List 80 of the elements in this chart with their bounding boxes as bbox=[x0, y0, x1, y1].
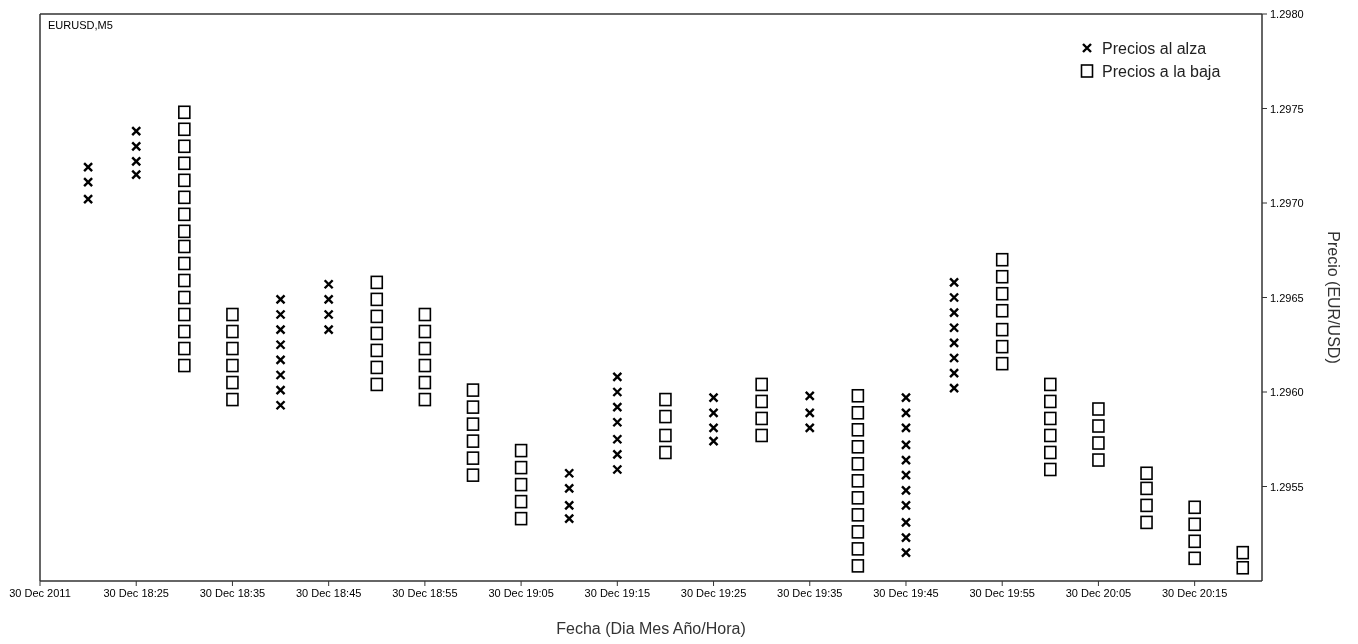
y-tick-label: 1.2980 bbox=[1270, 8, 1304, 20]
point bbox=[612, 464, 623, 475]
point bbox=[275, 400, 286, 411]
point bbox=[131, 141, 142, 152]
x-tick-label: 30 Dec 20:15 bbox=[1161, 587, 1228, 599]
point bbox=[948, 367, 960, 379]
x-tick-label: 30 Dec 19:05 bbox=[488, 587, 554, 599]
point bbox=[948, 277, 960, 288]
point bbox=[900, 547, 912, 558]
point bbox=[948, 352, 960, 364]
point bbox=[612, 449, 623, 460]
y-tick-label: 1.2955 bbox=[1270, 480, 1304, 493]
x-tick-label: 30 Dec 20:05 bbox=[1065, 587, 1132, 599]
point bbox=[82, 161, 94, 173]
point bbox=[948, 337, 960, 349]
point bbox=[564, 500, 575, 511]
x-tick-label: 30 Dec 2011 bbox=[9, 587, 71, 599]
legend-label: Precios a la baja bbox=[1102, 63, 1221, 80]
point bbox=[900, 517, 912, 528]
point bbox=[708, 435, 719, 447]
point bbox=[131, 169, 142, 180]
point bbox=[708, 392, 719, 403]
point bbox=[612, 401, 623, 413]
point bbox=[275, 324, 286, 335]
point bbox=[564, 483, 575, 494]
point bbox=[82, 194, 94, 205]
point bbox=[900, 532, 912, 543]
x-tick-label: 30 Dec 19:55 bbox=[969, 587, 1035, 599]
x-tick-label: 30 Dec 19:15 bbox=[584, 587, 651, 599]
point bbox=[323, 294, 334, 305]
y-tick-label: 1.2975 bbox=[1270, 102, 1304, 115]
point bbox=[275, 354, 286, 366]
x-tick-label: 30 Dec 19:25 bbox=[680, 587, 747, 599]
point bbox=[708, 407, 719, 418]
point bbox=[708, 422, 719, 434]
point bbox=[323, 309, 334, 320]
point bbox=[612, 434, 623, 445]
point bbox=[900, 422, 912, 434]
x-tick-label: 30 Dec 18:35 bbox=[199, 587, 266, 599]
point bbox=[900, 454, 912, 466]
point bbox=[564, 513, 575, 524]
point bbox=[275, 309, 286, 320]
point bbox=[612, 386, 623, 398]
x-tick-label: 30 Dec 18:55 bbox=[392, 587, 458, 599]
x-axis-title: Fecha (Dia Mes Año/Hora) bbox=[556, 620, 746, 637]
point bbox=[131, 156, 142, 167]
point bbox=[131, 125, 142, 137]
x-tick-label: 30 Dec 18:45 bbox=[295, 587, 362, 599]
point bbox=[612, 417, 623, 428]
x-tick-label: 30 Dec 18:25 bbox=[103, 587, 169, 599]
point bbox=[948, 322, 960, 333]
x-tick-label: 30 Dec 19:45 bbox=[873, 587, 939, 599]
point bbox=[275, 294, 286, 305]
x-tick-label: 30 Dec 19:35 bbox=[777, 587, 843, 599]
point bbox=[323, 324, 334, 335]
y-tick-label: 1.2960 bbox=[1270, 386, 1304, 398]
point bbox=[900, 469, 912, 481]
point bbox=[82, 177, 94, 188]
point bbox=[323, 279, 334, 290]
point bbox=[804, 407, 815, 418]
point bbox=[564, 468, 575, 479]
y-tick-label: 1.2965 bbox=[1270, 291, 1304, 304]
point bbox=[804, 390, 815, 401]
point bbox=[900, 485, 912, 496]
point bbox=[948, 307, 960, 318]
y-tick-label: 1.2970 bbox=[1270, 197, 1304, 209]
point bbox=[275, 339, 286, 350]
y-axis-title: Precio (EUR/USD) bbox=[1325, 231, 1342, 364]
point bbox=[612, 371, 623, 383]
chart-title: EURUSD,M5 bbox=[48, 19, 113, 31]
point bbox=[948, 383, 960, 394]
point bbox=[948, 292, 960, 303]
point bbox=[900, 500, 912, 511]
point bbox=[275, 369, 286, 381]
legend-label: Precios al alza bbox=[1102, 40, 1207, 57]
point bbox=[900, 439, 912, 451]
point bbox=[275, 384, 286, 396]
point bbox=[804, 422, 815, 434]
point bbox=[900, 407, 912, 418]
point bbox=[900, 392, 912, 403]
